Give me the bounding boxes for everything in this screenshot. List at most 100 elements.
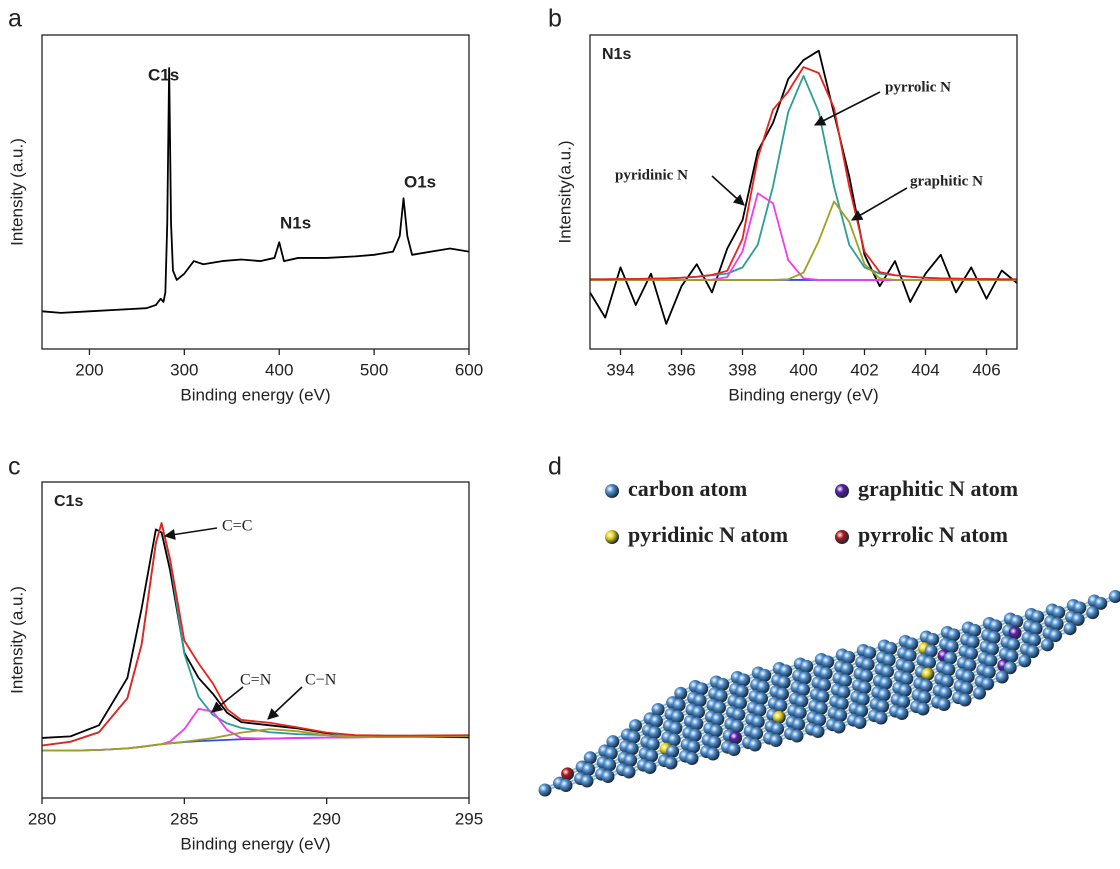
atom xyxy=(861,657,875,671)
atom xyxy=(985,642,999,656)
atom xyxy=(926,632,940,646)
atom xyxy=(693,693,707,707)
legend-label: pyrrolic N atom xyxy=(858,522,1008,547)
annotation: graphitic N xyxy=(910,173,983,189)
atom xyxy=(882,653,896,667)
atom xyxy=(1073,601,1087,615)
atom xyxy=(711,712,725,726)
atom xyxy=(669,721,683,735)
spectrum-line xyxy=(590,49,1017,325)
annotation: C=C xyxy=(222,518,252,535)
atom xyxy=(918,690,932,704)
atom xyxy=(989,619,1003,633)
annotation-arrow xyxy=(851,187,908,221)
atom xyxy=(1050,617,1064,631)
atom xyxy=(687,740,701,754)
annotation: C=N xyxy=(240,672,272,689)
atom xyxy=(674,686,688,700)
atom xyxy=(792,717,806,731)
atom xyxy=(606,735,620,749)
x-tick-label: 290 xyxy=(312,809,340,828)
atom xyxy=(729,731,743,745)
atom xyxy=(884,641,898,655)
atom xyxy=(1029,621,1043,635)
atom xyxy=(855,704,869,718)
atom xyxy=(982,665,996,679)
chart-title: N1s xyxy=(602,46,631,63)
graphene-sheet xyxy=(538,589,1120,797)
annotation: C−N xyxy=(305,672,337,689)
panel-label: a xyxy=(8,5,22,33)
atom xyxy=(672,698,686,712)
atom xyxy=(772,710,786,724)
atom xyxy=(559,779,573,792)
atom xyxy=(961,670,975,684)
atom xyxy=(622,765,636,779)
atom xyxy=(580,774,594,788)
atom xyxy=(769,734,783,747)
x-tick-label: 396 xyxy=(667,360,695,379)
spectrum-line xyxy=(42,67,469,314)
y-axis-label: Intensity (a.u.) xyxy=(7,586,26,694)
atom xyxy=(834,708,848,722)
atom xyxy=(624,753,638,767)
atom xyxy=(981,677,995,691)
x-tick-label: 500 xyxy=(360,360,388,379)
atom xyxy=(666,744,680,758)
spectrum-line xyxy=(42,728,469,752)
atom xyxy=(901,660,915,674)
atom xyxy=(758,668,772,682)
x-tick-label: 200 xyxy=(75,360,103,379)
x-axis-label: Binding energy (eV) xyxy=(180,385,330,404)
legend-label: carbon atom xyxy=(628,476,747,501)
annotation-arrow xyxy=(267,686,303,720)
atom xyxy=(775,687,789,701)
atom xyxy=(800,659,814,673)
atom xyxy=(1018,654,1032,668)
atom xyxy=(651,702,665,716)
atom xyxy=(688,728,702,742)
atom xyxy=(685,752,699,765)
x-tick-label: 394 xyxy=(606,360,634,379)
atom xyxy=(753,703,767,717)
atom xyxy=(987,630,1001,644)
plot-area xyxy=(590,35,1017,349)
panel-label: d xyxy=(548,453,562,481)
annotation-arrow xyxy=(163,527,218,541)
atom xyxy=(709,724,723,738)
atom xyxy=(922,656,936,670)
atom xyxy=(973,686,987,700)
atom xyxy=(732,708,746,722)
atom xyxy=(876,699,890,713)
atom xyxy=(1031,610,1045,624)
atom xyxy=(905,637,919,651)
legend-dot xyxy=(835,484,849,498)
atom xyxy=(751,715,765,729)
atom xyxy=(706,747,720,761)
atom xyxy=(538,783,552,797)
atom xyxy=(750,726,764,740)
atom xyxy=(601,770,615,783)
x-tick-label: 400 xyxy=(265,360,293,379)
atom xyxy=(748,738,762,752)
y-axis-label: Intensity (a.u.) xyxy=(7,138,26,246)
x-axis-label: Binding energy (eV) xyxy=(728,385,878,404)
legend-dot xyxy=(605,530,619,544)
atom xyxy=(835,697,849,711)
atom xyxy=(960,681,974,695)
spectrum-line xyxy=(590,200,1017,281)
atom xyxy=(995,670,1009,684)
atom xyxy=(756,680,770,694)
atom xyxy=(814,701,828,715)
atom xyxy=(859,669,873,683)
atom xyxy=(898,683,912,697)
atom xyxy=(853,716,867,729)
atom xyxy=(777,675,791,689)
atom xyxy=(937,698,951,711)
atom xyxy=(813,713,827,727)
spectrum-line xyxy=(590,66,1017,281)
atom xyxy=(916,702,930,716)
atom xyxy=(880,665,894,679)
atom xyxy=(858,681,872,695)
atom xyxy=(727,743,741,756)
